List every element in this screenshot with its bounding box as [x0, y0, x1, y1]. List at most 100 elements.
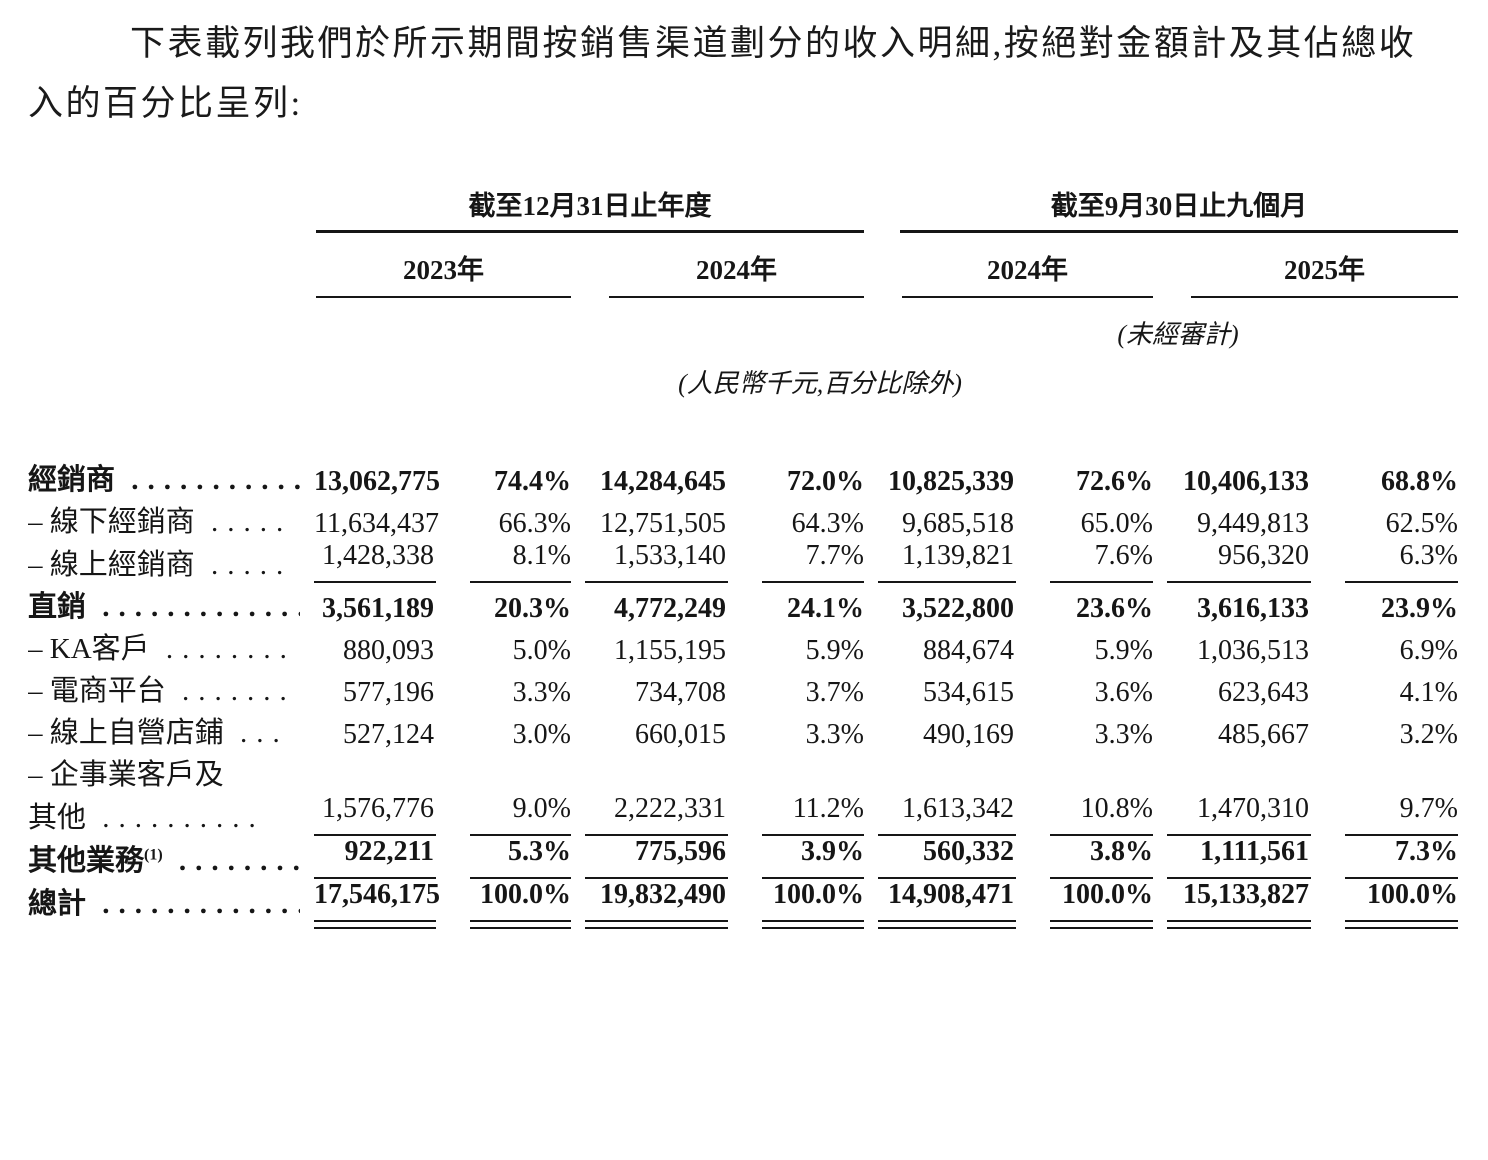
cell-value-text: 4.1%: [1399, 677, 1458, 708]
cell-amount: 577,196: [300, 667, 436, 709]
cell-value-text: 13,062,775: [314, 466, 440, 497]
cell-amount: 956,320: [1153, 540, 1311, 583]
cell-amount: 11,634,437: [300, 498, 439, 540]
cell-amount: 10,825,339: [864, 400, 1016, 498]
cell-value-text: 490,169: [923, 719, 1014, 750]
footnote-marker: (1): [144, 846, 163, 864]
cell-value-text: 1,470,310: [1167, 793, 1311, 836]
cell-value-text: 17,546,175: [314, 879, 440, 929]
row-label: – 電商平台 .......: [28, 667, 300, 709]
cell-value-text: 72.0%: [787, 466, 864, 497]
year-label-2023: 2023年: [316, 233, 571, 298]
cell-amount: 3,522,800: [864, 583, 1016, 625]
cell-amount: 4,772,249: [571, 583, 728, 625]
group-header-row: 截至12月31日止年度 截至9月30日止九個月: [28, 184, 1458, 233]
year-header-2024: 2024年: [571, 233, 864, 298]
cell-amount: 12,751,505: [571, 498, 728, 540]
cell-percentage: 3.9%: [728, 836, 864, 879]
dot-leader: .......: [165, 675, 296, 707]
cell-percentage: 62.5%: [1311, 498, 1458, 540]
cell-amount: 9,685,518: [864, 498, 1016, 540]
cell-amount: 1,533,140: [571, 540, 728, 583]
cell-percentage: 7.7%: [728, 540, 864, 583]
cell-value-text: 9,685,518: [902, 508, 1014, 539]
cell-amount: 17,546,175: [300, 879, 440, 929]
year-header-2023: 2023年: [300, 233, 571, 298]
table-row: – 線上經銷商 ..... 1,428,338 8.1% 1,533,140 7.7% 1…: [28, 540, 1458, 583]
table-row: – 線上自營店鋪 ... 527,124 3.0% 660,015 3.3% 490,16…: [28, 709, 1458, 751]
cell-amount: 485,667: [1153, 709, 1311, 751]
cell-amount: 14,908,471: [864, 879, 1016, 929]
spacer-cell: [28, 298, 864, 351]
row-label: 其他 ..........: [28, 793, 300, 836]
cell-value-text: 74.4%: [494, 466, 571, 497]
cell-value-text: 2,222,331: [585, 793, 728, 836]
cell-value-text: 1,533,140: [585, 540, 728, 583]
cell-amount: 534,615: [864, 667, 1016, 709]
cell-amount: 775,596: [571, 836, 728, 879]
cell-amount: [571, 751, 728, 793]
cell-amount: 15,133,827: [1153, 879, 1311, 929]
dot-leader: ........: [149, 633, 296, 665]
cell-value-text: 65.0%: [1080, 508, 1153, 539]
spacer-cell: [28, 233, 300, 298]
row-label: – 線上自營店鋪 ...: [28, 709, 300, 751]
cell-value-text: 14,284,645: [600, 466, 726, 497]
cell-value-text: 6.3%: [1345, 540, 1458, 583]
cell-percentage: 65.0%: [1016, 498, 1153, 540]
cell-value-text: 10,406,133: [1183, 466, 1309, 497]
spacer-cell: [28, 351, 300, 400]
unit-note-row: (人民幣千元,百分比除外): [28, 351, 1458, 400]
cell-percentage: [1311, 751, 1458, 793]
cell-percentage: 9.7%: [1311, 793, 1458, 836]
intro-paragraph: 下表載列我們於所示期間按銷售渠道劃分的收入明細,按絕對金額計及其佔總收入的百分比…: [28, 24, 1417, 123]
cell-value-text: 62.5%: [1385, 508, 1458, 539]
cell-amount: 1,036,513: [1153, 625, 1311, 667]
cell-percentage: 3.3%: [1016, 709, 1153, 751]
group-title-year-ended: 截至12月31日止年度: [316, 184, 864, 233]
cell-value-text: 623,643: [1218, 677, 1309, 708]
cell-percentage: 100.0%: [1311, 879, 1458, 929]
cell-value-text: 3.0%: [512, 719, 571, 750]
cell-amount: 527,124: [300, 709, 436, 751]
cell-percentage: 68.8%: [1311, 400, 1458, 498]
row-label-text: – 企事業客戶及: [28, 759, 224, 791]
row-label: – 企事業客戶及: [28, 751, 300, 793]
row-label-text: – 線上經銷商: [28, 549, 195, 581]
cell-amount: 660,015: [571, 709, 728, 751]
table-row: 總計 .............. 17,546,175 100.0% 19,832,…: [28, 879, 1458, 929]
cell-value-text: 7.3%: [1345, 836, 1458, 879]
cell-amount: [864, 751, 1016, 793]
cell-amount: 1,613,342: [864, 793, 1016, 836]
cell-percentage: 7.3%: [1311, 836, 1458, 879]
cell-value-text: 1,613,342: [878, 793, 1016, 836]
cell-percentage: 5.0%: [436, 625, 571, 667]
cell-value-text: 24.1%: [787, 593, 864, 624]
cell-amount: 9,449,813: [1153, 498, 1311, 540]
cell-value-text: 775,596: [585, 836, 728, 879]
cell-value-text: 5.9%: [1094, 635, 1153, 666]
cell-value-text: 734,708: [635, 677, 726, 708]
cell-amount: [1153, 751, 1311, 793]
cell-percentage: 9.0%: [436, 793, 571, 836]
cell-value-text: 14,908,471: [878, 879, 1016, 929]
cell-value-text: 3.6%: [1094, 677, 1153, 708]
cell-percentage: 5.3%: [436, 836, 571, 879]
row-label-text: 直銷: [28, 591, 87, 623]
row-label: – 線下經銷商 .....: [28, 498, 300, 540]
cell-value-text: 5.0%: [512, 635, 571, 666]
cell-value-text: 534,615: [923, 677, 1014, 708]
cell-value-text: 1,111,561: [1167, 836, 1311, 879]
unit-note-cell: (人民幣千元,百分比除外): [300, 351, 1458, 400]
spacer-cell: [28, 184, 300, 233]
cell-amount: 3,561,189: [300, 583, 436, 625]
cell-value-text: 956,320: [1167, 540, 1311, 583]
cell-amount: 884,674: [864, 625, 1016, 667]
cell-value-text: 66.3%: [498, 508, 571, 539]
cell-percentage: 11.2%: [728, 793, 864, 836]
unaudited-note-row: (未經審計): [28, 298, 1458, 351]
cell-value-text: 1,576,776: [314, 793, 436, 836]
cell-value-text: 1,139,821: [878, 540, 1016, 583]
cell-percentage: 3.6%: [1016, 667, 1153, 709]
cell-amount: 13,062,775: [300, 400, 440, 498]
